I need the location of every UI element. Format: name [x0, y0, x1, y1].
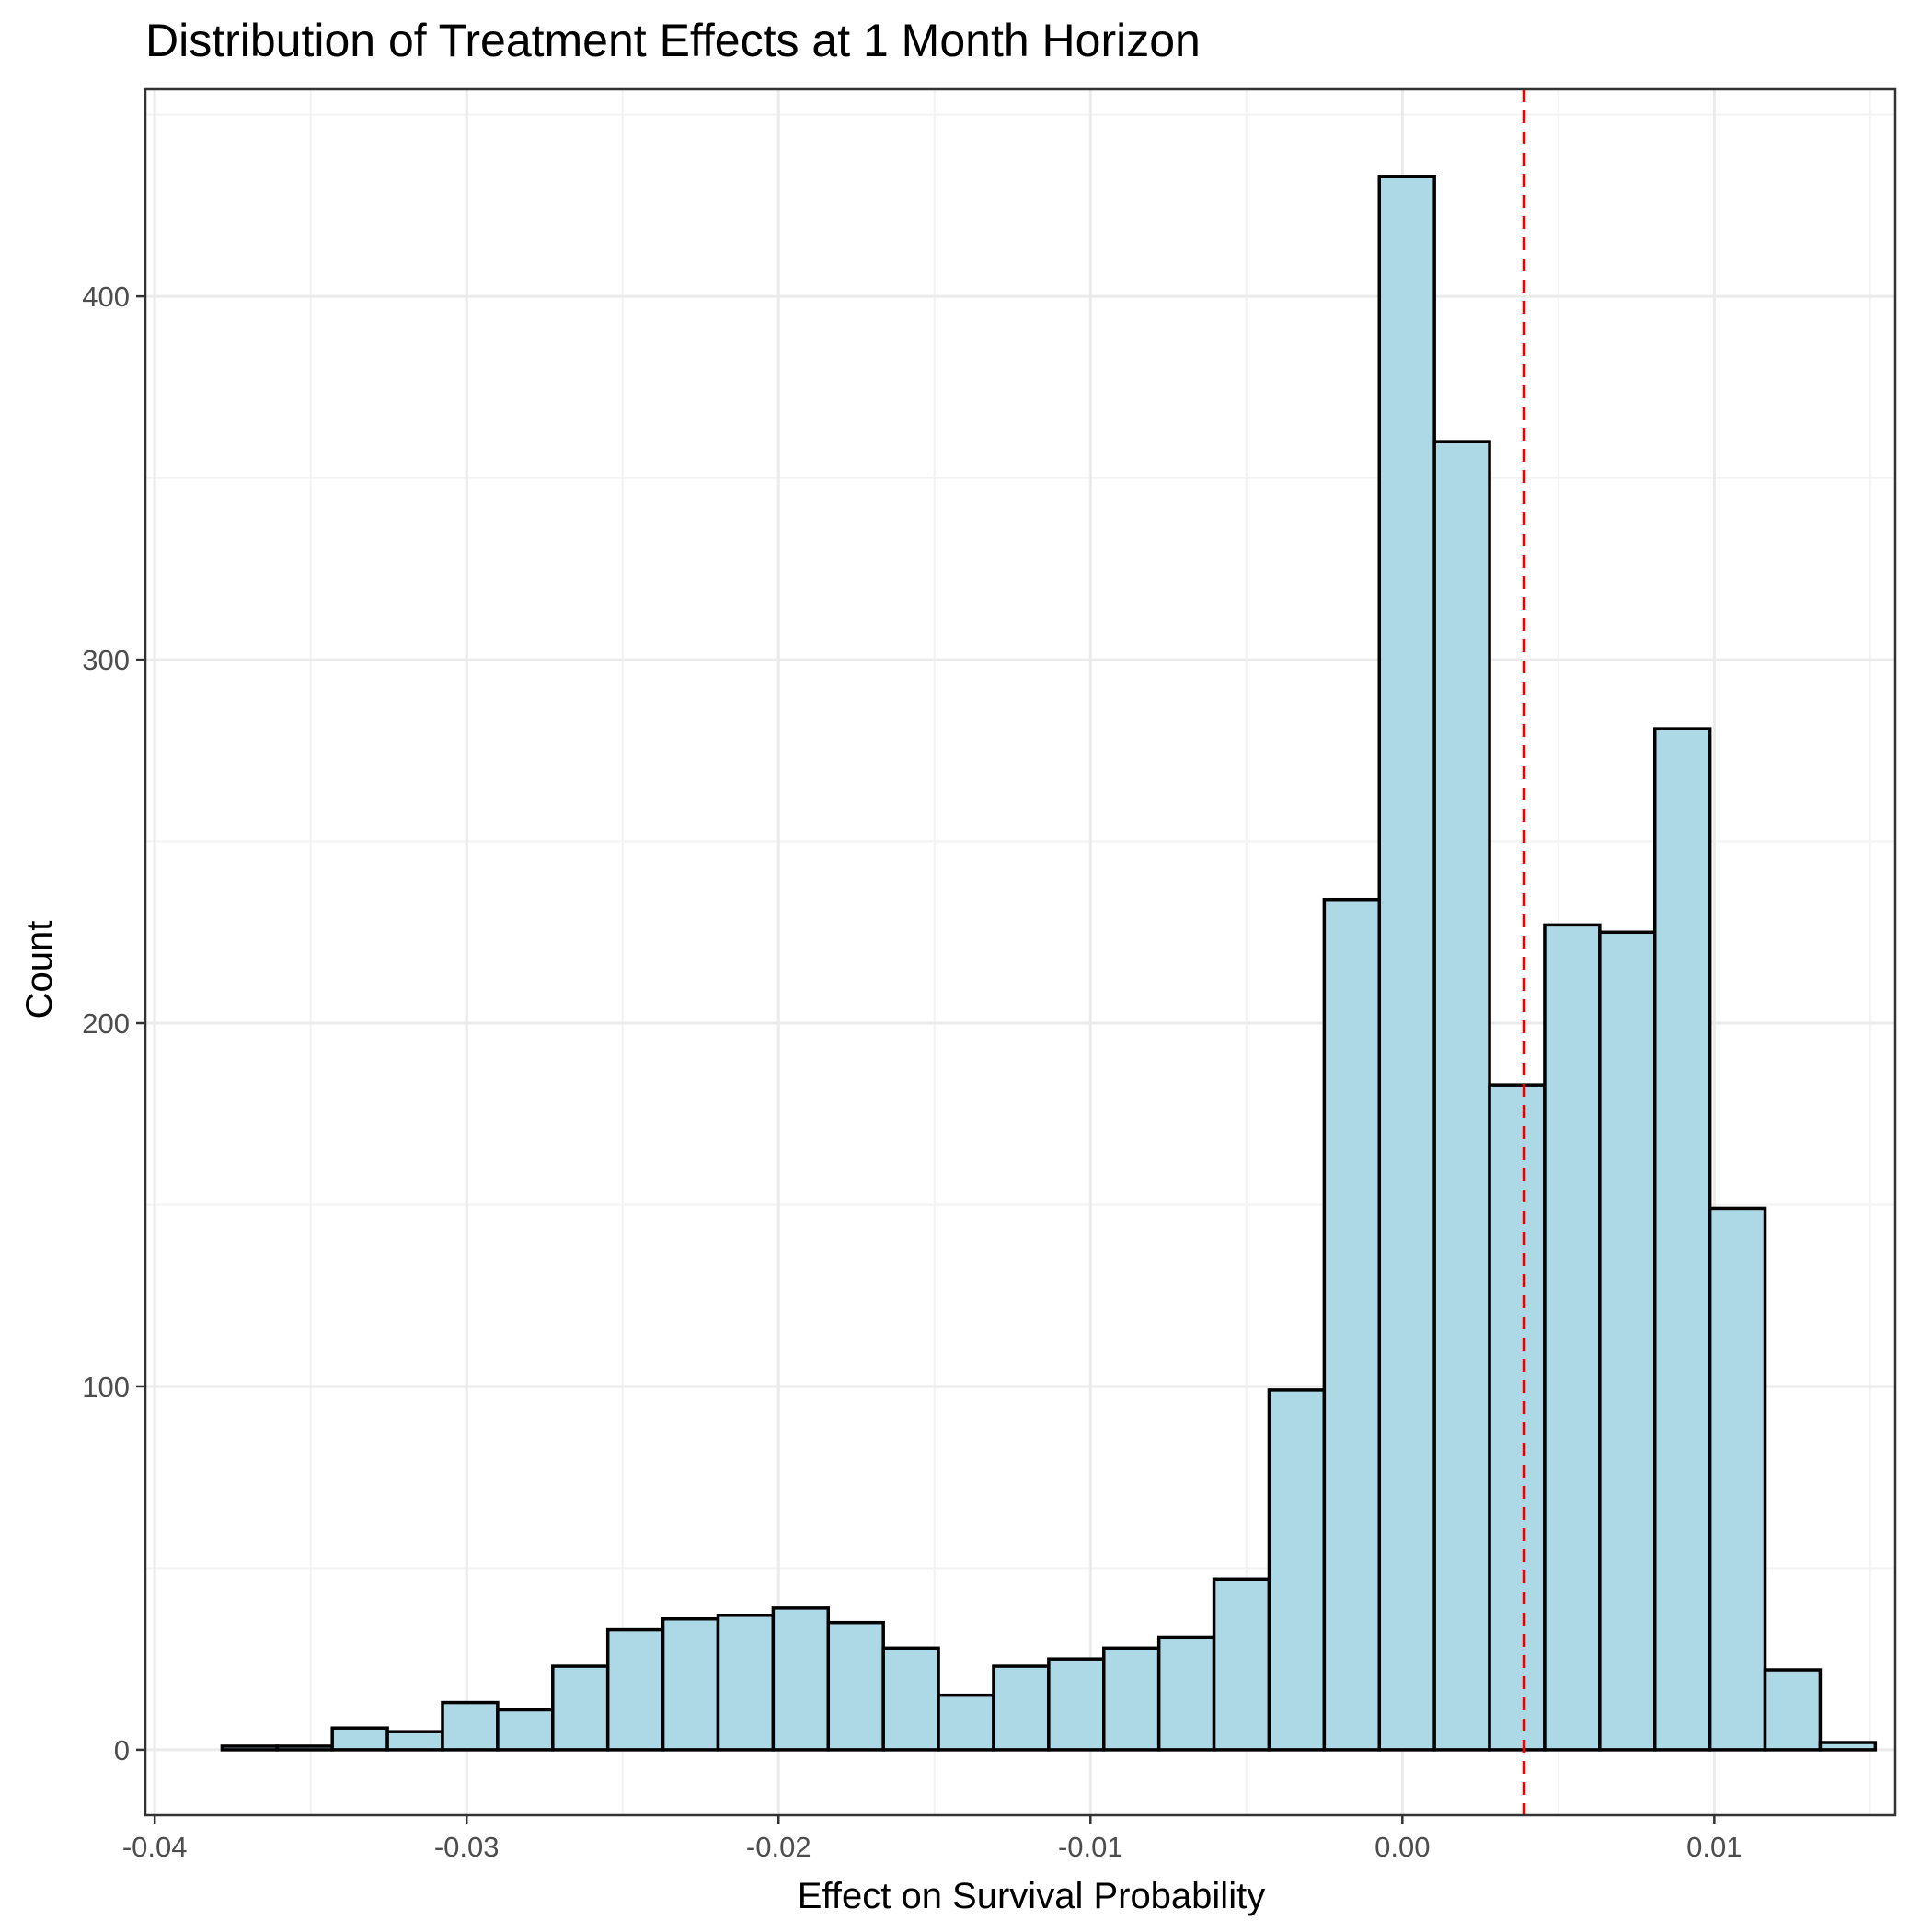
histogram-bar: [275, 1744, 334, 1752]
x-tick-label: -0.03: [434, 1831, 500, 1863]
x-tick-label: 0.00: [1374, 1831, 1430, 1863]
minor-gridlines: [145, 89, 1895, 1815]
histogram-bar: [992, 1664, 1051, 1752]
histogram-bar: [771, 1606, 831, 1752]
x-tick-label: -0.02: [746, 1831, 811, 1863]
y-axis-label: Count: [19, 921, 60, 1019]
histogram-bar: [1708, 1206, 1767, 1752]
y-tick-label: 200: [82, 1007, 130, 1040]
histogram-bar: [1488, 1083, 1547, 1752]
histogram-bar: [1267, 1388, 1327, 1752]
histogram-bar: [881, 1646, 940, 1752]
x-tick-label: -0.04: [122, 1831, 188, 1863]
y-tick-label: 400: [82, 281, 130, 313]
panel-border: [144, 87, 1897, 1817]
histogram-bar: [1652, 727, 1712, 1752]
histogram-bar: [1598, 930, 1657, 1752]
histogram-bars: [220, 175, 1878, 1752]
chart-title: Distribution of Treatment Effects at 1 M…: [145, 15, 1201, 66]
x-axis-ticks: -0.04 -0.03 -0.02 -0.01 0.00 0.01: [122, 1815, 1742, 1863]
histogram-bar: [826, 1620, 885, 1752]
histogram-bar: [937, 1693, 995, 1752]
histogram-bar: [1377, 175, 1436, 1752]
histogram-bar: [661, 1616, 720, 1752]
y-tick-label: 100: [82, 1371, 130, 1403]
histogram-bar: [1156, 1635, 1216, 1752]
histogram-bar: [1818, 1741, 1878, 1752]
y-axis-ticks: 0 100 200 300 400: [82, 281, 145, 1766]
y-tick-label: 0: [114, 1734, 130, 1766]
histogram-bar: [1543, 923, 1602, 1752]
histogram-bar: [441, 1700, 500, 1752]
histogram-bar: [220, 1744, 280, 1752]
histogram-bar: [1763, 1668, 1823, 1752]
histogram-bar: [551, 1664, 610, 1752]
histogram-bar: [496, 1708, 555, 1752]
histogram-bar: [605, 1627, 665, 1752]
histogram-bar: [1322, 897, 1382, 1752]
histogram-bar: [385, 1730, 444, 1752]
histogram-bar: [716, 1614, 776, 1752]
histogram-bar: [1432, 440, 1491, 1752]
histogram-bar: [1212, 1577, 1271, 1752]
histogram-bar: [1047, 1657, 1106, 1752]
x-tick-label: -0.01: [1058, 1831, 1123, 1863]
x-axis-label: Effect on Survival Probability: [798, 1876, 1265, 1916]
histogram-bar: [1102, 1646, 1161, 1752]
y-tick-label: 300: [82, 644, 130, 676]
histogram-bar: [330, 1726, 389, 1752]
x-tick-label: 0.01: [1686, 1831, 1742, 1863]
